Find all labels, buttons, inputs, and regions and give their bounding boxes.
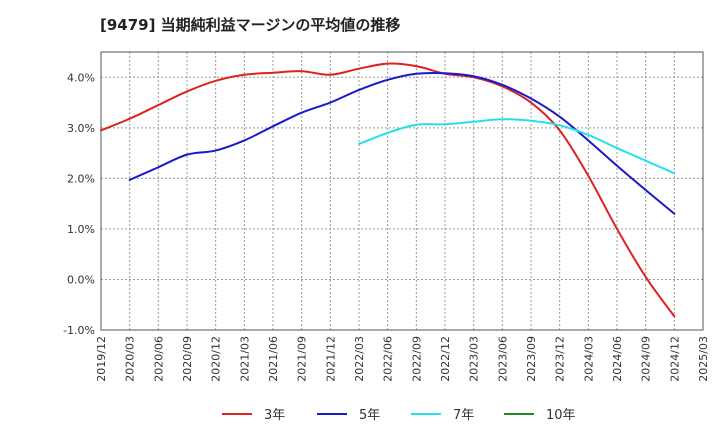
chart-title: [9479] 当期純利益マージンの平均値の推移 [100, 16, 401, 34]
x-tick-label: 2020/06 [152, 336, 165, 382]
x-tick-label: 2024/06 [611, 336, 624, 382]
y-tick-label: 3.0% [67, 122, 95, 135]
y-tick-label: 0.0% [67, 273, 95, 286]
y-tick-label: 2.0% [67, 172, 95, 185]
x-tick-label: 2023/09 [525, 336, 538, 382]
legend-label: 3年 [264, 408, 285, 423]
x-tick-label: 2021/06 [267, 336, 280, 382]
y-tick-label: 1.0% [67, 223, 95, 236]
series-line-0 [100, 62, 676, 318]
x-tick-label: 2021/12 [324, 336, 337, 382]
grid-layer [101, 52, 703, 331]
series-line-1 [128, 71, 676, 215]
x-tick-label: 2020/03 [124, 336, 137, 382]
x-tick-label: 2023/06 [496, 336, 509, 382]
x-tick-label: 2020/09 [181, 336, 194, 382]
legend: 3年 5年 7年 10年 [222, 408, 576, 423]
x-axis-ticks: 2019/12 2020/03 2020/06 2020/09 2020/12 2021/… [95, 336, 710, 382]
x-tick-label: 2025/03 [697, 336, 710, 382]
x-tick-label: 2024/09 [640, 336, 653, 382]
x-tick-label: 2020/12 [210, 336, 223, 382]
x-tick-label: 2023/12 [554, 336, 567, 382]
plot-frame [100, 51, 704, 331]
x-tick-label: 2021/03 [238, 336, 251, 382]
legend-label: 10年 [546, 408, 576, 423]
x-tick-label: 2023/03 [468, 336, 481, 382]
x-tick-label: 2022/09 [410, 336, 423, 382]
x-tick-label: 2022/06 [382, 336, 395, 382]
legend-label: 7年 [453, 408, 474, 423]
series-line-2 [358, 118, 676, 175]
series-layer [100, 62, 676, 318]
x-tick-label: 2021/09 [296, 336, 309, 382]
x-tick-label: 2019/12 [95, 336, 108, 382]
y-axis-ticks: -1.0% 0.0% 1.0% 2.0% 3.0% 4.0% [63, 71, 95, 337]
y-tick-label: 4.0% [67, 71, 95, 84]
x-tick-label: 2024/03 [582, 336, 595, 382]
x-tick-label: 2022/12 [439, 336, 452, 382]
x-tick-label: 2022/03 [353, 336, 366, 382]
legend-label: 5年 [359, 408, 380, 423]
y-tick-label: -1.0% [63, 324, 95, 337]
x-tick-label: 2024/12 [668, 336, 681, 382]
